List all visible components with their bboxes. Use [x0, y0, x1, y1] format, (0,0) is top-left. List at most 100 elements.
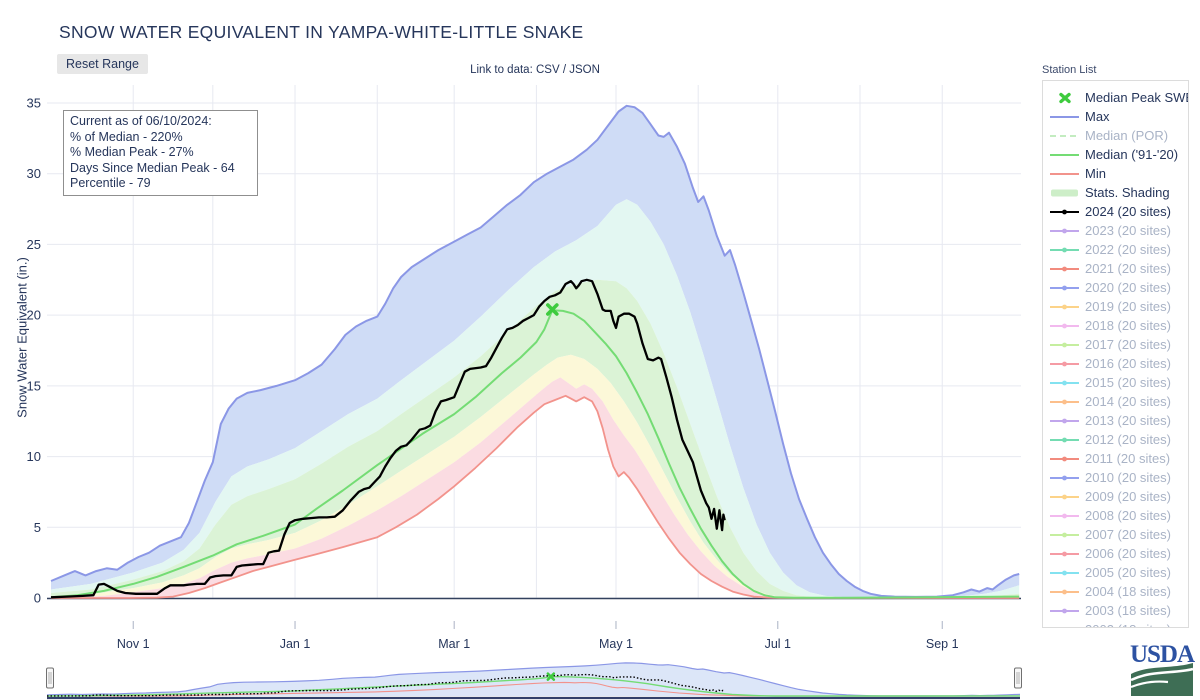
legend-item-2020-20-sites[interactable]: 2020 (20 sites) — [1043, 278, 1188, 297]
legend-item-median-por[interactable]: Median (POR) — [1043, 126, 1188, 145]
legend-item-2002-18-sites[interactable]: 2002 (18 sites) — [1043, 620, 1188, 627]
legend-item-label: Stats. Shading — [1085, 185, 1170, 200]
legend-item-2009-20-sites[interactable]: 2009 (20 sites) — [1043, 487, 1188, 506]
legend-item-2024-20-sites[interactable]: 2024 (20 sites) — [1043, 202, 1188, 221]
navigator-left-handle-grip[interactable] — [46, 667, 54, 689]
median-peak-marker-icon — [1059, 92, 1071, 103]
navigator-max-line — [46, 662, 1021, 697]
navigator-right-handle-grip[interactable] — [1014, 667, 1022, 689]
json-link[interactable]: JSON — [569, 64, 600, 76]
legend-item-label: Median (POR) — [1085, 128, 1169, 143]
legend-item-2011-20-sites[interactable]: 2011 (20 sites) — [1043, 449, 1188, 468]
legend-item-2014-20-sites[interactable]: 2014 (20 sites) — [1043, 392, 1188, 411]
line-sample-icon — [1050, 304, 1079, 309]
info-line-current-date: Current as of 06/10/2024: — [70, 114, 212, 128]
info-line-days-since-peak: Days Since Median Peak - 64 — [70, 160, 235, 175]
line-sample-icon — [1050, 153, 1079, 156]
legend-item-label: 2016 (20 sites) — [1085, 356, 1171, 371]
line-sample-icon — [1050, 361, 1079, 366]
legend-item-2005-20-sites[interactable]: 2005 (20 sites) — [1043, 563, 1188, 582]
line-sample-icon — [1050, 342, 1079, 347]
legend-item-2021-20-sites[interactable]: 2021 (20 sites) — [1043, 259, 1188, 278]
y-tick-label: 30 — [27, 166, 41, 181]
stats-shading-bands — [51, 105, 1020, 598]
navigator[interactable] — [46, 662, 1022, 700]
line-sample-icon — [1050, 418, 1079, 423]
legend-item-2013-20-sites[interactable]: 2013 (20 sites) — [1043, 411, 1188, 430]
legend-item-label: 2005 (20 sites) — [1085, 565, 1171, 580]
y-tick-label: 25 — [27, 237, 41, 252]
legend-item-label: 2019 (20 sites) — [1085, 299, 1171, 314]
legend-item-2015-20-sites[interactable]: 2015 (20 sites) — [1043, 373, 1188, 392]
legend-item-max[interactable]: Max — [1043, 107, 1188, 126]
legend-item-2022-20-sites[interactable]: 2022 (20 sites) — [1043, 240, 1188, 259]
band-max-p90 — [51, 105, 1020, 598]
legend-item-2008-20-sites[interactable]: 2008 (20 sites) — [1043, 506, 1188, 525]
legend-item-label: Median ('91-'20) — [1085, 147, 1179, 162]
legend-item-2019-20-sites[interactable]: 2019 (20 sites) — [1043, 297, 1188, 316]
legend-item-2007-20-sites[interactable]: 2007 (20 sites) — [1043, 525, 1188, 544]
navigator-right-handle[interactable] — [1014, 667, 1022, 689]
legend-item-2017-20-sites[interactable]: 2017 (20 sites) — [1043, 335, 1188, 354]
line-sample-icon — [1050, 209, 1079, 214]
legend-item-label: 2007 (20 sites) — [1085, 527, 1171, 542]
reset-range-button[interactable]: Reset Range — [57, 54, 148, 74]
navigator-left-handle[interactable] — [46, 667, 54, 689]
line-sample-icon — [1050, 266, 1079, 271]
line-sample-icon — [1050, 551, 1079, 556]
legend-item-min[interactable]: Min — [1043, 164, 1188, 183]
navigator-median-peak-marker — [546, 672, 556, 681]
csv-link[interactable]: CSV — [535, 64, 560, 76]
legend-item-label: 2023 (20 sites) — [1085, 223, 1171, 238]
navigator-min-line — [47, 681, 1020, 697]
line-sample-icon — [1050, 475, 1079, 480]
line-sample-icon — [1050, 513, 1079, 518]
legend-item-median-peak-swe[interactable]: Median Peak SWE — [1043, 88, 1188, 107]
line-sample-icon — [1050, 134, 1079, 137]
line-sample-icon — [1050, 399, 1079, 404]
info-line-percentile: Percentile - 79 — [70, 176, 151, 191]
legend-item-2018-20-sites[interactable]: 2018 (20 sites) — [1043, 316, 1188, 335]
min-line[interactable] — [51, 394, 1020, 599]
legend-item-label: 2002 (18 sites) — [1085, 622, 1171, 627]
legend-item-2023-20-sites[interactable]: 2023 (20 sites) — [1043, 221, 1188, 240]
current-status-infobox: Current as of 06/10/2024: % of Median - … — [63, 110, 258, 196]
legend-item-label: 2022 (20 sites) — [1085, 242, 1171, 257]
y-tick-label: 35 — [27, 95, 41, 110]
line-sample-icon — [1050, 115, 1079, 118]
legend-item-label: 2017 (20 sites) — [1085, 337, 1171, 352]
line-sample-icon — [1050, 570, 1079, 575]
legend-item-median-91-20[interactable]: Median ('91-'20) — [1043, 145, 1188, 164]
legend-item-label: 2013 (20 sites) — [1085, 413, 1171, 428]
legend-item-stats-shading[interactable]: Stats. Shading — [1043, 183, 1188, 202]
legend-item-label: 2006 (20 sites) — [1085, 546, 1171, 561]
band-p70-p30 — [51, 279, 1020, 598]
legend-item-label: 2012 (20 sites) — [1085, 432, 1171, 447]
swe-2024-line[interactable] — [50, 278, 726, 599]
line-sample-icon — [1050, 285, 1079, 290]
line-sample-icon — [1050, 456, 1079, 461]
legend-item-2003-18-sites[interactable]: 2003 (18 sites) — [1043, 601, 1188, 620]
legend-item-2012-20-sites[interactable]: 2012 (20 sites) — [1043, 430, 1188, 449]
max-line[interactable] — [50, 104, 1020, 598]
band-p30-p10 — [51, 354, 1020, 598]
median-91-20-line[interactable] — [50, 309, 1020, 599]
line-sample-icon — [1050, 437, 1079, 442]
line-sample-icon — [1050, 532, 1079, 537]
legend-item-2006-20-sites[interactable]: 2006 (20 sites) — [1043, 544, 1188, 563]
legend-item-label: 2003 (18 sites) — [1085, 603, 1171, 618]
legend-item-2016-20-sites[interactable]: 2016 (20 sites) — [1043, 354, 1188, 373]
median-peak-swe-marker — [546, 303, 559, 316]
legend-item-label: Min — [1085, 166, 1106, 181]
legend-item-2004-18-sites[interactable]: 2004 (18 sites) — [1043, 582, 1188, 601]
legend-item-label: 2011 (20 sites) — [1085, 451, 1171, 466]
y-tick-label: 20 — [27, 308, 41, 323]
info-line-pct-median: % of Median - 220% — [70, 129, 183, 144]
line-sample-icon — [1050, 589, 1079, 594]
legend-item-2010-20-sites[interactable]: 2010 (20 sites) — [1043, 468, 1188, 487]
y-tick-label: 15 — [27, 378, 41, 393]
link-to-data: Link to data: CSV / JSON — [400, 64, 670, 76]
link-to-data-label: Link to data: — [470, 64, 533, 76]
